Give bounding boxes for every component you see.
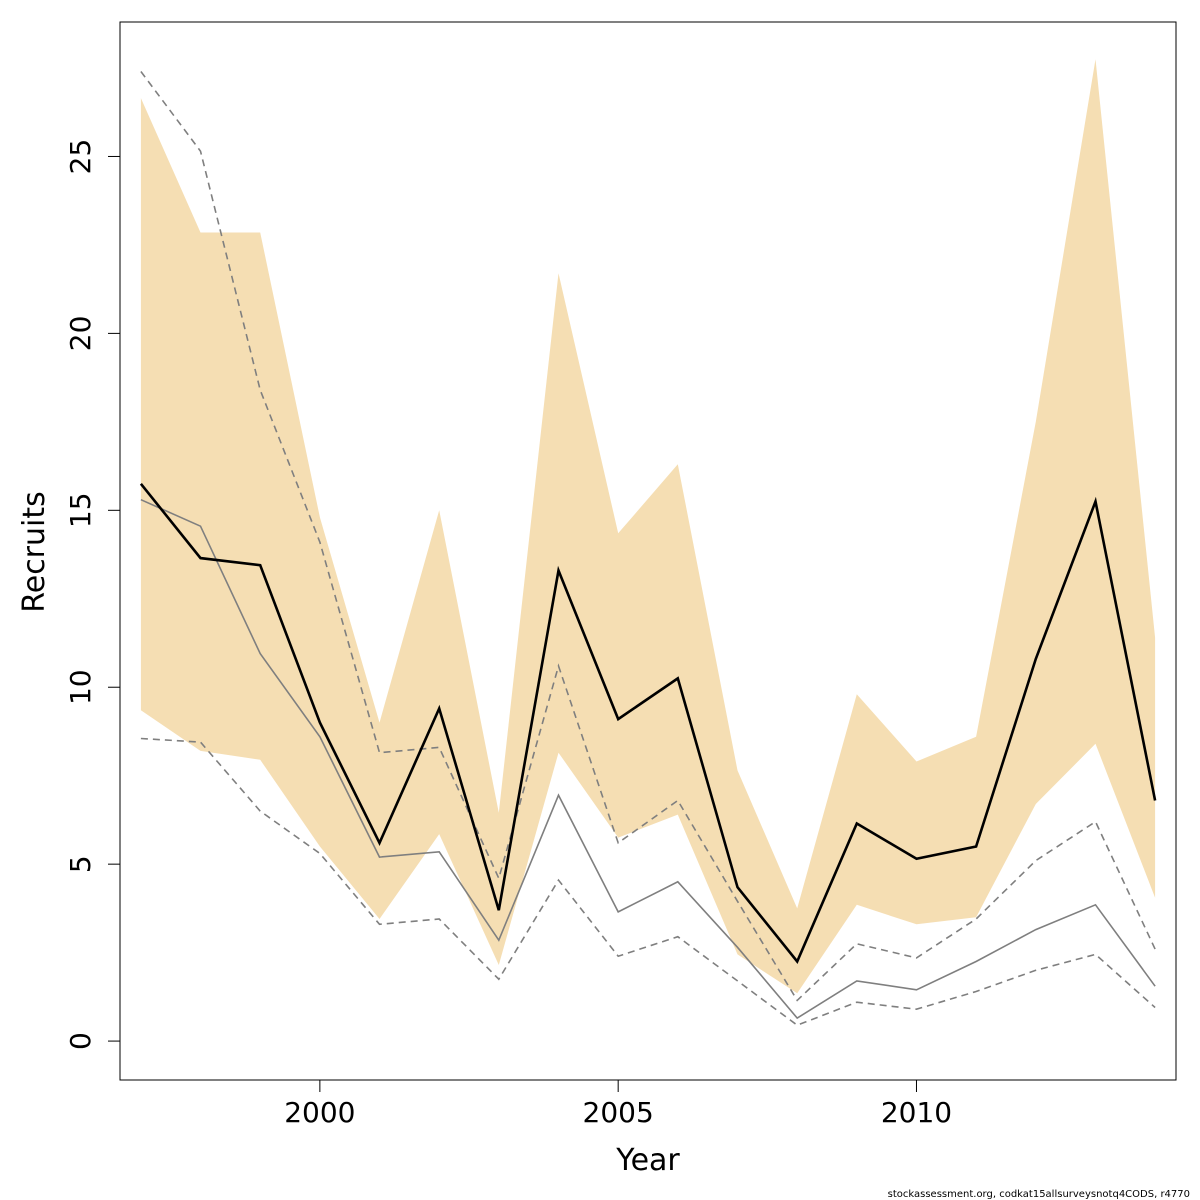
y-tick-label: 10 bbox=[64, 669, 97, 705]
y-axis-title: Recruits bbox=[17, 491, 52, 613]
series-line-comparison bbox=[140, 498, 1156, 1020]
confidence-band bbox=[140, 59, 1156, 994]
x-tick-label: 2000 bbox=[284, 1096, 355, 1129]
x-tick-label: 2005 bbox=[583, 1096, 654, 1129]
y-tick-label: 15 bbox=[64, 492, 97, 528]
series-line-comparison-lower bbox=[140, 737, 1156, 1027]
confidence-band-layer bbox=[140, 59, 1156, 994]
y-tick-label: 25 bbox=[64, 139, 97, 175]
axes-layer: 2000 2005 2010 0 5 10 15 20 25 bbox=[64, 139, 952, 1129]
y-tick-label: 0 bbox=[64, 1032, 97, 1050]
series-lines-layer bbox=[139, 71, 1157, 1027]
series-line-comparison-upper bbox=[140, 71, 1156, 1002]
x-axis-title: Year bbox=[615, 1143, 680, 1178]
footnote: stockassessment.org, codkat15allsurveysn… bbox=[888, 1189, 1190, 1200]
y-tick-label: 20 bbox=[64, 316, 97, 352]
x-tick-label: 2010 bbox=[881, 1096, 952, 1129]
series-line-estimate bbox=[139, 482, 1157, 964]
y-tick-label: 5 bbox=[64, 855, 97, 873]
